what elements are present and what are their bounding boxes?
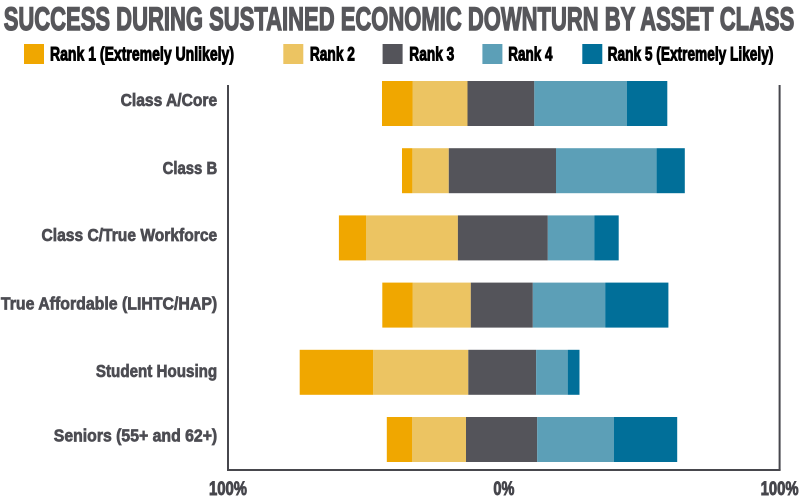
svg-text:Rank 4: Rank 4 xyxy=(508,43,552,65)
svg-text:Class A/Core: Class A/Core xyxy=(121,90,218,110)
svg-text:True Affordable (LIHTC/HAP): True Affordable (LIHTC/HAP) xyxy=(1,294,217,314)
svg-text:100%: 100% xyxy=(761,479,799,500)
svg-text:Rank 5 (Extremely Likely): Rank 5 (Extremely Likely) xyxy=(608,43,774,65)
svg-text:Student Housing: Student Housing xyxy=(96,361,217,381)
svg-text:Seniors (55+ and 62+): Seniors (55+ and 62+) xyxy=(54,426,217,446)
svg-text:100%: 100% xyxy=(209,479,247,500)
svg-text:Class C/True Workforce: Class C/True Workforce xyxy=(42,225,218,245)
svg-text:0%: 0% xyxy=(493,479,514,500)
svg-text:Rank 3: Rank 3 xyxy=(409,43,454,65)
svg-text:Rank 2: Rank 2 xyxy=(310,43,355,65)
svg-text:Class B: Class B xyxy=(163,158,218,178)
svg-text:SUCCESS DURING SUSTAINED ECONO: SUCCESS DURING SUSTAINED ECONOMIC DOWNTU… xyxy=(4,0,795,37)
svg-text:Rank 1 (Extremely Unlikely): Rank 1 (Extremely Unlikely) xyxy=(50,43,234,65)
